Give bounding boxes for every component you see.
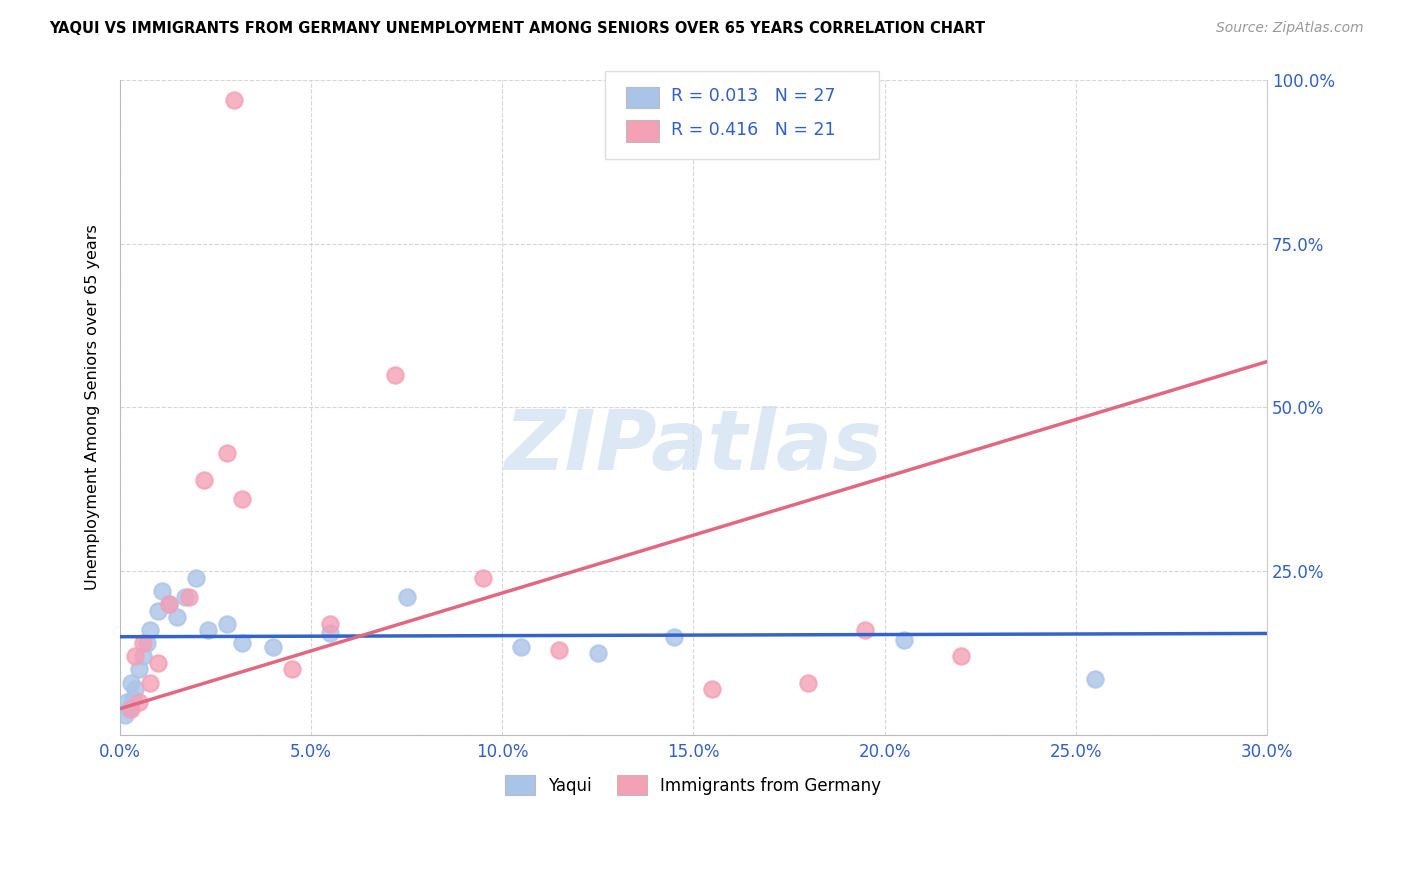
Point <box>131 649 153 664</box>
Point <box>319 616 342 631</box>
Point <box>893 633 915 648</box>
Point <box>281 663 304 677</box>
Text: Source: ZipAtlas.com: Source: ZipAtlas.com <box>1216 21 1364 35</box>
Point <box>197 623 219 637</box>
Point <box>193 473 215 487</box>
Point <box>146 603 169 617</box>
Point <box>118 702 141 716</box>
Text: YAQUI VS IMMIGRANTS FROM GERMANY UNEMPLOYMENT AMONG SENIORS OVER 65 YEARS CORREL: YAQUI VS IMMIGRANTS FROM GERMANY UNEMPLO… <box>49 21 986 36</box>
Point <box>548 643 571 657</box>
Point <box>139 675 162 690</box>
Point <box>159 597 181 611</box>
Point <box>150 583 173 598</box>
Point <box>319 626 342 640</box>
Point <box>124 682 146 697</box>
Point <box>664 630 686 644</box>
Point <box>139 623 162 637</box>
Point <box>1084 673 1107 687</box>
Legend: Yaqui, Immigrants from Germany: Yaqui, Immigrants from Germany <box>499 768 889 802</box>
Point <box>114 708 136 723</box>
Point <box>128 663 150 677</box>
Point <box>159 597 181 611</box>
Point <box>124 649 146 664</box>
Text: R = 0.416   N = 21: R = 0.416 N = 21 <box>671 121 835 139</box>
Point <box>231 636 253 650</box>
Point <box>117 695 139 709</box>
Point <box>120 675 142 690</box>
Point <box>262 640 284 654</box>
Point <box>146 656 169 670</box>
Point <box>586 646 609 660</box>
Point <box>166 610 188 624</box>
Point <box>173 591 195 605</box>
Point <box>120 702 142 716</box>
Point <box>395 591 418 605</box>
Point <box>128 695 150 709</box>
Point <box>224 93 246 107</box>
Point <box>949 649 972 664</box>
Point <box>510 640 533 654</box>
Point <box>231 492 253 507</box>
Point <box>215 616 238 631</box>
Point <box>177 591 200 605</box>
Point <box>702 682 724 697</box>
Point <box>797 675 820 690</box>
Text: R = 0.013   N = 27: R = 0.013 N = 27 <box>671 87 835 105</box>
Point <box>135 636 157 650</box>
Point <box>215 446 238 460</box>
Y-axis label: Unemployment Among Seniors over 65 years: Unemployment Among Seniors over 65 years <box>86 225 100 591</box>
Point <box>855 623 877 637</box>
Point <box>131 636 153 650</box>
Point <box>384 368 406 382</box>
Point <box>186 571 208 585</box>
Text: ZIPatlas: ZIPatlas <box>505 406 882 487</box>
Point <box>472 571 495 585</box>
Point <box>122 692 145 706</box>
